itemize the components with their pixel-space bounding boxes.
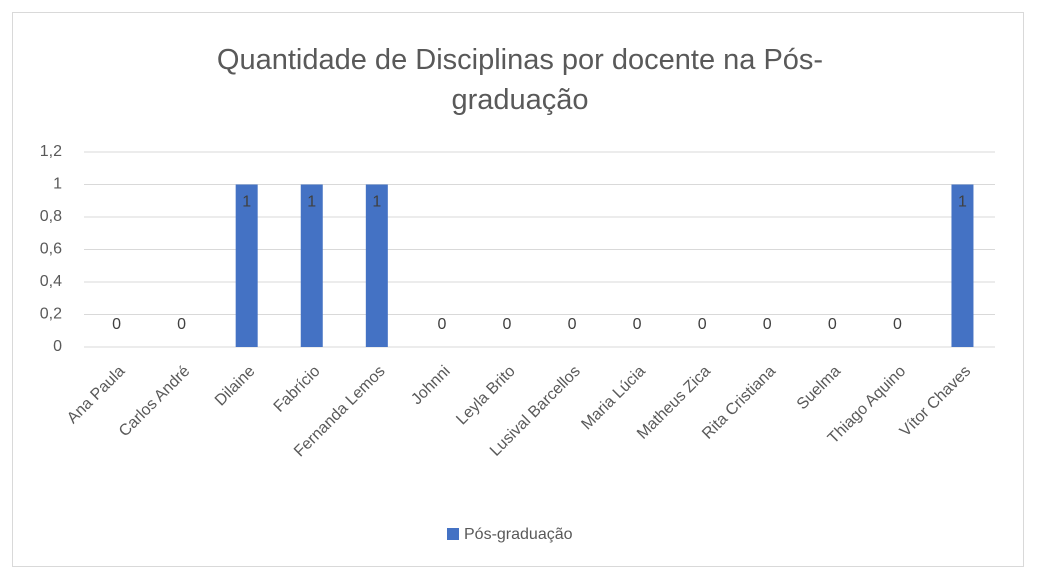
x-tick-label: Johnni xyxy=(408,363,453,408)
x-tick-label: Suelma xyxy=(794,363,844,413)
bar xyxy=(951,184,974,347)
x-tick-label: Fabrício xyxy=(271,363,324,416)
y-tick-label: 1,2 xyxy=(40,143,62,160)
legend-label: Pós-graduação xyxy=(464,526,573,543)
y-tick-label: 0,8 xyxy=(40,208,62,225)
bar xyxy=(300,184,323,347)
data-label: 0 xyxy=(112,316,121,333)
data-label: 0 xyxy=(763,316,772,333)
bar xyxy=(235,184,258,347)
data-label: 0 xyxy=(437,316,446,333)
data-label: 1 xyxy=(372,194,381,211)
y-tick-label: 1 xyxy=(53,176,62,193)
data-label: 0 xyxy=(828,316,837,333)
x-tick-label: Maria Lúcia xyxy=(578,363,649,434)
x-tick-label: Dilaine xyxy=(212,363,259,410)
y-tick-label: 0 xyxy=(53,338,62,355)
data-label: 0 xyxy=(893,316,902,333)
data-label: 1 xyxy=(242,194,251,211)
legend-swatch xyxy=(447,528,459,540)
data-label: 1 xyxy=(307,194,316,211)
y-tick-label: 0,4 xyxy=(40,273,62,290)
chart-frame xyxy=(12,12,1024,567)
x-tick-label: Leyla Brito xyxy=(453,363,519,429)
data-label: 0 xyxy=(633,316,642,333)
y-tick-label: 0,6 xyxy=(40,241,62,258)
data-label: 0 xyxy=(177,316,186,333)
y-tick-label: 0,2 xyxy=(40,306,62,323)
data-label: 1 xyxy=(958,194,967,211)
x-tick-label: Ana Paula xyxy=(64,363,128,427)
chart-title: Quantidade de Disciplinas por docente na… xyxy=(216,44,824,116)
data-label: 0 xyxy=(698,316,707,333)
data-label: 0 xyxy=(503,316,512,333)
bar xyxy=(365,184,388,347)
data-label: 0 xyxy=(568,316,577,333)
